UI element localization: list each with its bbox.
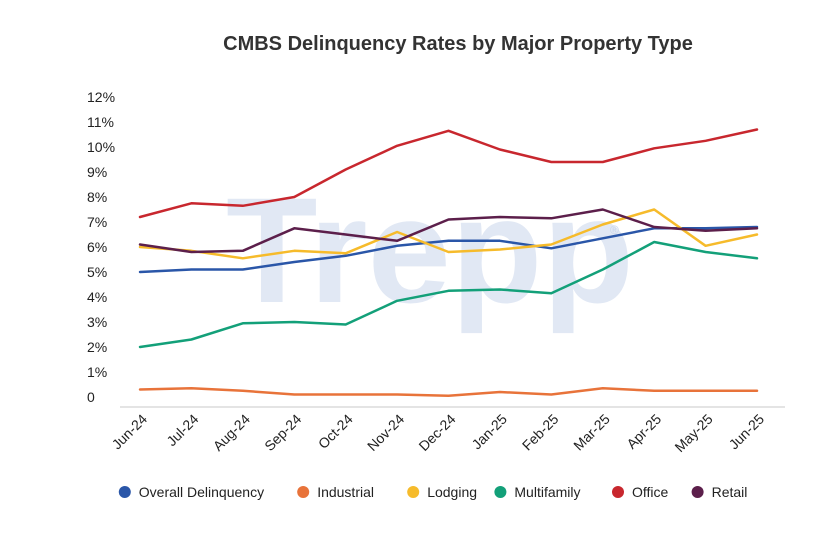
series-lines (138, 128, 759, 398)
x-tick-label: Jun-24 (109, 411, 151, 453)
y-tick-label: 3% (87, 314, 107, 330)
y-tick-label: 5% (87, 264, 107, 280)
y-axis: 0 1% 2% 3% 4% 5% 6% 7% 8% 9% 10% 11% 12% (87, 89, 115, 405)
legend-label: Office (632, 484, 669, 500)
legend-marker (297, 486, 310, 498)
series-line-office (138, 128, 759, 219)
x-tick-label: Oct-24 (315, 411, 356, 452)
legend-marker (612, 486, 624, 498)
x-tick-label: Jan-25 (468, 411, 510, 453)
watermark-text: Trepp (226, 166, 634, 334)
series-line-lodging (138, 208, 759, 260)
legend-item-lodging[interactable]: Lodging (407, 484, 477, 500)
legend-item-overall-delinquency[interactable]: Overall Delinquency (118, 484, 264, 500)
y-tick-label: 7% (87, 214, 107, 230)
legend-item-office[interactable]: Office (612, 484, 669, 500)
legend-label: Overall Delinquency (139, 484, 264, 500)
x-tick-label: Jun-25 (726, 411, 768, 453)
legend-marker (691, 486, 704, 498)
y-tick-label: 9% (87, 164, 107, 180)
series-line-multifamily (138, 240, 759, 349)
legend-label: Multifamily (514, 484, 580, 500)
y-tick-label: 0 (87, 389, 95, 405)
x-axis: Jun-24 Jul-24 Aug-24 Sep-24 Oct-24 Nov-24 Dec-… (109, 411, 768, 455)
x-tick-label: Jul-24 (163, 411, 201, 449)
x-tick-label: Feb-25 (519, 411, 562, 454)
legend-marker (118, 486, 131, 498)
legend-label: Industrial (317, 484, 374, 500)
x-tick-label: Nov-24 (364, 411, 407, 454)
legend-label: Retail (712, 484, 748, 500)
y-tick-label: 4% (87, 289, 107, 305)
y-tick-label: 12% (87, 89, 115, 105)
x-tick-label: Sep-24 (261, 411, 304, 454)
series-line-retail (138, 208, 759, 254)
y-tick-label: 11% (87, 114, 114, 130)
x-tick-label: Apr-25 (623, 411, 664, 452)
legend-item-multifamily[interactable]: Multifamily (494, 484, 581, 500)
series-line-industrial (138, 387, 759, 398)
y-tick-label: 6% (87, 239, 107, 255)
x-tick-label: Aug-24 (210, 411, 253, 454)
legend: Overall Delinquency Industrial Lodging Mult… (118, 484, 748, 500)
series-line-overall-delinquency (138, 225, 759, 274)
y-tick-label: 8% (87, 189, 107, 205)
legend-item-retail[interactable]: Retail (691, 484, 748, 500)
x-tick-label: Dec-24 (415, 411, 458, 454)
y-tick-label: 10% (87, 139, 115, 155)
x-tick-label: May-25 (671, 411, 715, 455)
legend-marker (407, 486, 420, 498)
y-tick-label: 1% (87, 364, 107, 380)
legend-label: Lodging (427, 484, 477, 500)
chart-title: CMBS Delinquency Rates by Major Property… (223, 33, 693, 55)
legend-marker (494, 486, 507, 498)
watermark-registered-mark: ® (610, 223, 619, 237)
trepp-watermark: Trepp ® (226, 166, 634, 334)
y-tick-label: 2% (87, 339, 107, 355)
x-tick-label: Mar-25 (570, 411, 613, 454)
legend-item-industrial[interactable]: Industrial (297, 484, 374, 500)
